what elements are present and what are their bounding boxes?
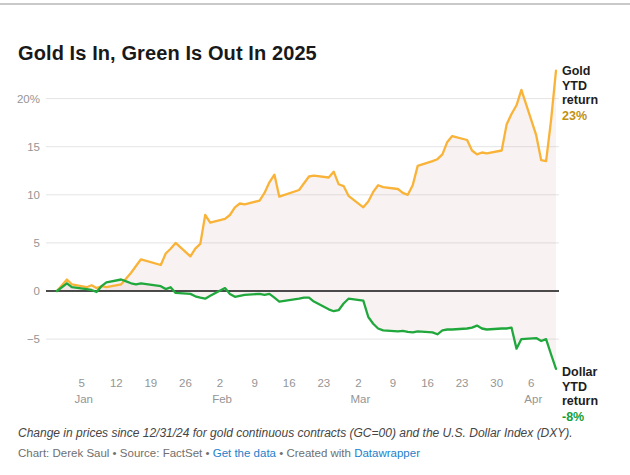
svg-text:5: 5 <box>78 377 84 389</box>
svg-text:20%: 20% <box>17 93 40 105</box>
gold-series-name: Gold YTD return <box>562 64 622 108</box>
svg-text:Apr: Apr <box>524 393 542 405</box>
dollar-area <box>57 280 556 369</box>
series-areas <box>57 71 556 369</box>
svg-text:Feb: Feb <box>212 393 232 405</box>
svg-text:10: 10 <box>27 189 40 201</box>
svg-text:30: 30 <box>490 377 503 389</box>
svg-text:6: 6 <box>528 377 534 389</box>
svg-text:2: 2 <box>217 377 223 389</box>
dollar-ytd-value: -8% <box>562 410 622 425</box>
byline: Chart: Derek Saul • Source: FactSet • Ge… <box>18 447 622 459</box>
svg-text:0: 0 <box>34 285 40 297</box>
svg-text:Mar: Mar <box>350 393 370 405</box>
svg-text:Jan: Jan <box>74 393 93 405</box>
svg-text:26: 26 <box>179 377 192 389</box>
dollar-series-name: Dollar YTD return <box>562 365 622 409</box>
svg-text:16: 16 <box>283 377 296 389</box>
chart-card: Gold Is In, Green Is Out In 2025 20%1510… <box>0 0 630 475</box>
gold-series-label: Gold YTD return 23% <box>562 64 622 123</box>
svg-text:23: 23 <box>317 377 330 389</box>
get-the-data-link[interactable]: Get the data <box>213 447 276 459</box>
svg-text:2: 2 <box>355 377 361 389</box>
x-axis-labels: 5 Jan 12 19 26 2 Feb 9 16 23 2 Mar 9 16 23 30 6 Apr <box>74 377 542 405</box>
svg-text:19: 19 <box>144 377 157 389</box>
byline-mid: • Created with <box>276 447 354 459</box>
byline-prefix: Chart: Derek Saul • Source: FactSet • <box>18 447 213 459</box>
svg-text:16: 16 <box>421 377 434 389</box>
footnote: Change in prices since 12/31/24 for gold… <box>18 426 622 440</box>
y-axis-labels: 20% 15 10 5 0 −5 <box>17 93 40 346</box>
svg-text:23: 23 <box>456 377 469 389</box>
gold-ytd-value: 23% <box>562 109 622 124</box>
svg-text:−5: −5 <box>27 333 40 345</box>
dollar-series-label: Dollar YTD return -8% <box>562 365 622 424</box>
datawrapper-link[interactable]: Datawrapper <box>354 447 420 459</box>
chart-svg: 20% 15 10 5 0 −5 5 Jan 12 19 26 2 Feb 9 16 23 2 Mar 9 16 23 3… <box>0 0 630 475</box>
svg-text:15: 15 <box>27 141 40 153</box>
svg-text:12: 12 <box>110 377 123 389</box>
svg-text:9: 9 <box>390 377 396 389</box>
svg-text:5: 5 <box>34 237 40 249</box>
svg-text:9: 9 <box>251 377 257 389</box>
